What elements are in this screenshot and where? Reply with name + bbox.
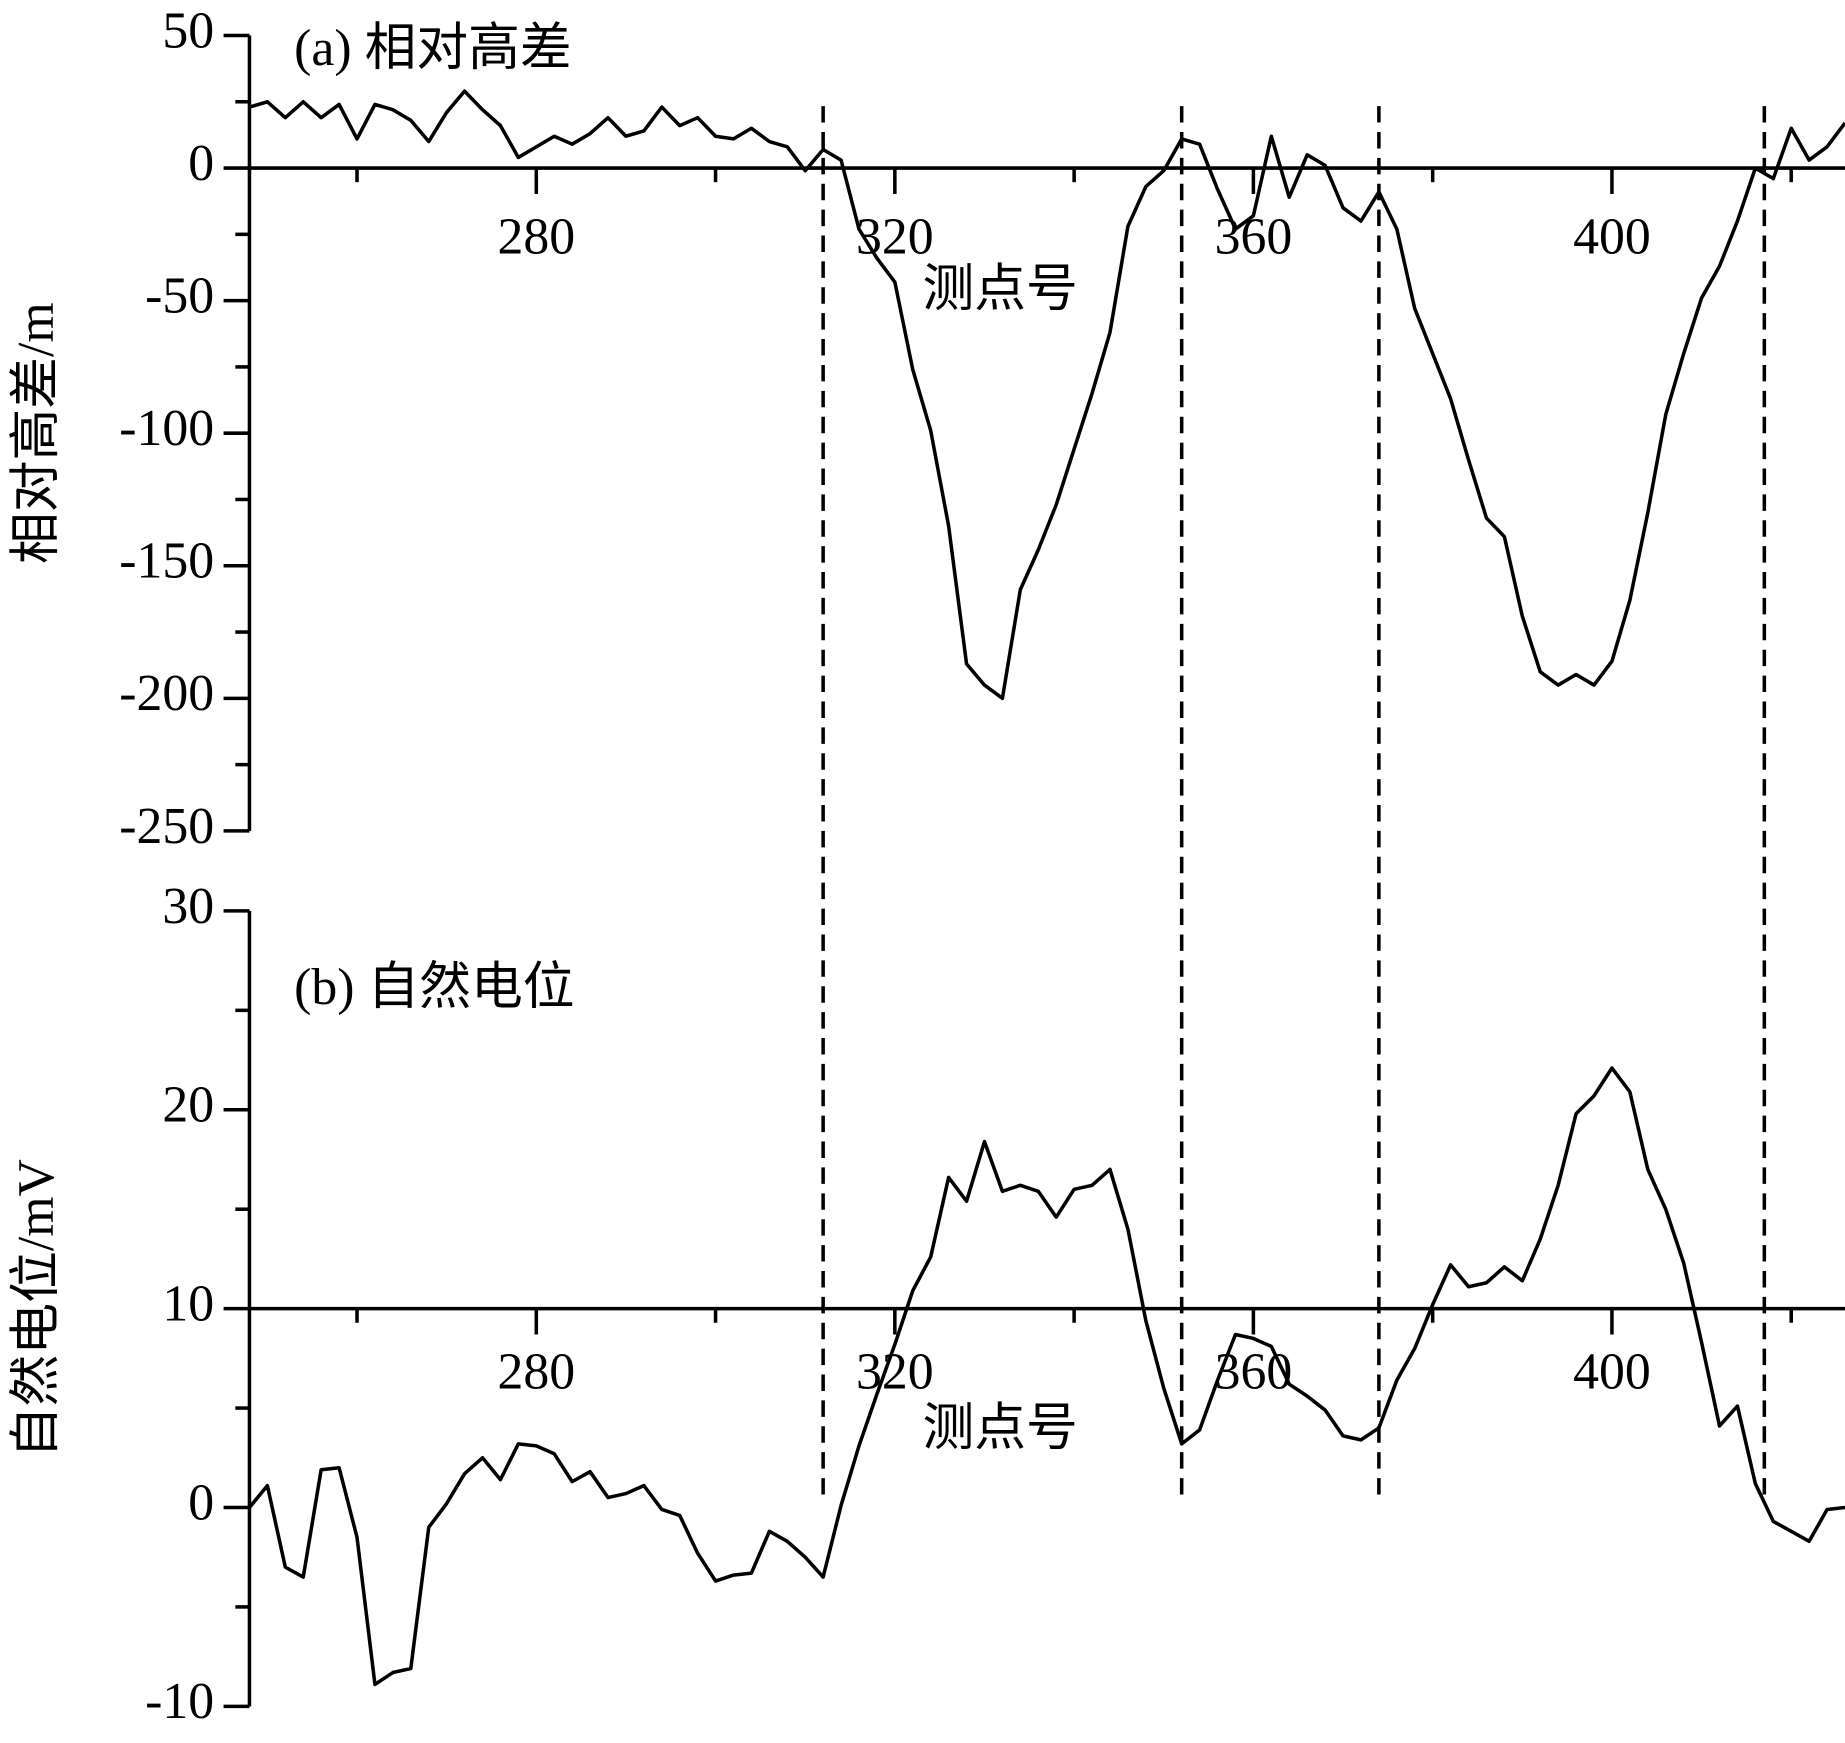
x-tick-label: 320	[856, 1344, 934, 1401]
panel-title: (b) 自然电位	[294, 959, 574, 1016]
y-tick-label: 10	[162, 1276, 214, 1333]
x-axis-label: 测点号	[923, 261, 1078, 318]
data-line	[248, 89, 1845, 701]
x-tick-label: 280	[497, 208, 575, 265]
y-tick-label: -100	[119, 400, 214, 457]
y-tick-label: 0	[188, 135, 214, 192]
y-tick-label: 20	[162, 1077, 214, 1134]
y-tick-label: 0	[188, 1474, 214, 1531]
y-axis-label: 自然电位/mV	[8, 1159, 65, 1458]
x-tick-label: 400	[1573, 208, 1651, 265]
y-tick-label: 30	[162, 878, 214, 935]
y-axis-label: 相对高差/m	[8, 302, 65, 564]
x-tick-label: 400	[1573, 1344, 1651, 1401]
y-tick-label: -50	[145, 267, 214, 324]
y-tick-label: -10	[145, 1673, 214, 1730]
y-tick-label: 50	[162, 2, 214, 59]
y-tick-label: -250	[119, 798, 214, 855]
x-tick-label: 360	[1215, 1344, 1293, 1401]
x-axis-label: 测点号	[923, 1400, 1078, 1457]
data-line	[248, 1066, 1845, 1687]
x-tick-label: 280	[497, 1344, 575, 1401]
y-tick-label: -150	[119, 533, 214, 590]
y-tick-label: -200	[119, 665, 214, 722]
panel-title: (a) 相对高差	[294, 20, 571, 77]
x-tick-label: 320	[856, 208, 934, 265]
